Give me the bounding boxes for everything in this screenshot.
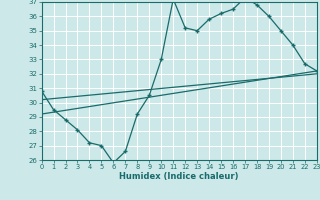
X-axis label: Humidex (Indice chaleur): Humidex (Indice chaleur) xyxy=(119,172,239,181)
